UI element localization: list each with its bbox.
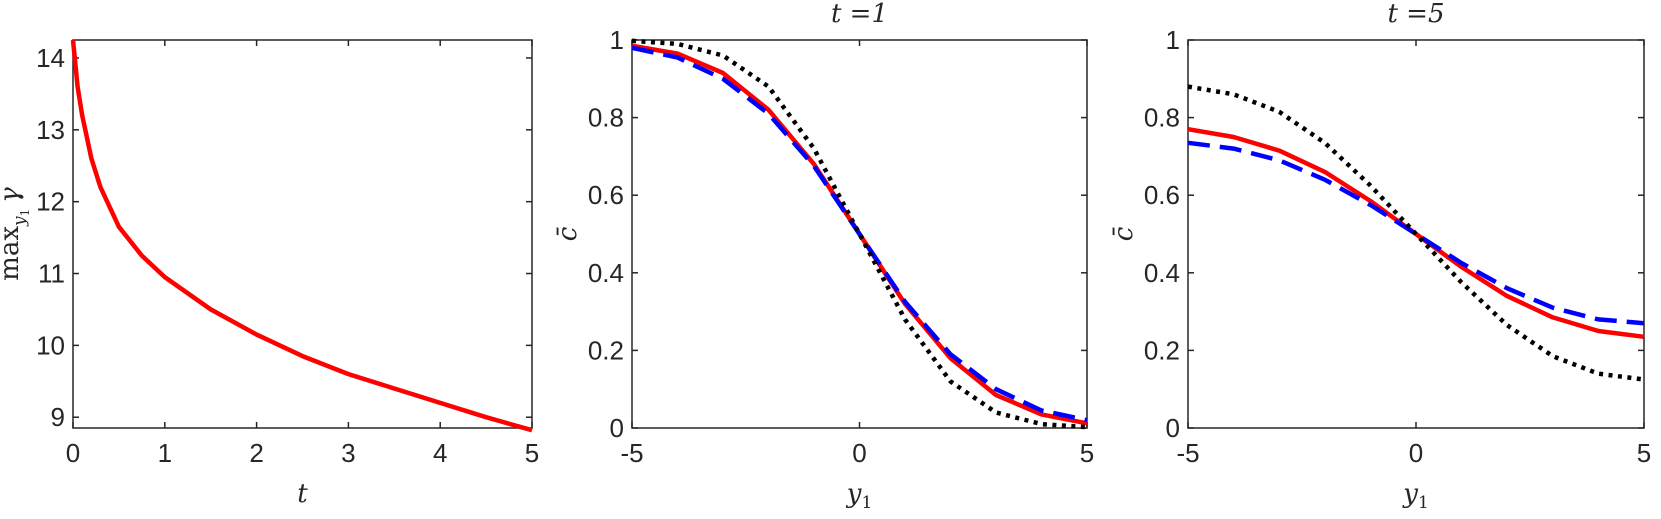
y-tick-label: 13: [36, 115, 65, 145]
chart-title: t =1: [831, 0, 888, 29]
series-line-dotted: [631, 38, 1088, 430]
y-tick-label: 11: [38, 259, 65, 289]
y-tick-label: 12: [36, 187, 65, 217]
series-line-dotted: [1187, 84, 1645, 382]
y-tick-label: 0: [1166, 413, 1180, 443]
series-line-dashed: [1187, 140, 1645, 326]
y-tick-label: 0.8: [588, 103, 624, 133]
x-tick-label: 0: [66, 438, 80, 468]
panel-max-gamma: 01234591011121314tmaxy1γ: [0, 39, 539, 509]
x-tick-label: -5: [1176, 438, 1199, 468]
axes-box: [72, 39, 533, 429]
x-tick-label: -5: [620, 438, 643, 468]
series-line-solid: [70, 39, 533, 433]
chart-title: t =5: [1387, 0, 1444, 29]
y-tick-label: 0.6: [588, 180, 624, 210]
y-axis-label: maxy1γ: [0, 187, 32, 281]
y-tick-label: 9: [51, 402, 65, 432]
y-tick-label: 10: [36, 330, 65, 360]
y-axis-label: c̄: [553, 226, 583, 241]
x-tick-label: 0: [1409, 438, 1423, 468]
series-line-dashed: [631, 45, 1088, 423]
x-tick-label: 0: [852, 438, 866, 468]
x-tick-label: 4: [433, 438, 447, 468]
x-tick-label: 2: [249, 438, 263, 468]
y-tick-label: 0.2: [1144, 335, 1180, 365]
x-axis-label: t: [297, 479, 308, 509]
y-tick-label: 14: [36, 43, 65, 73]
x-tick-label: 1: [158, 438, 172, 468]
y-tick-label: 0.6: [1144, 180, 1180, 210]
y-tick-label: 0.4: [1144, 258, 1180, 288]
y-tick-label: 1: [1166, 25, 1180, 55]
y-tick-label: 0.8: [1144, 103, 1180, 133]
x-tick-label: 5: [1080, 438, 1094, 468]
y-tick-label: 0.2: [588, 335, 624, 365]
y-tick-label: 0.4: [588, 258, 624, 288]
x-axis-label: y1: [1402, 479, 1429, 513]
y-axis-label: c̄: [1109, 226, 1139, 241]
y-tick-label: 1: [610, 25, 624, 55]
x-tick-label: 3: [341, 438, 355, 468]
x-tick-label: 5: [525, 438, 539, 468]
x-axis-label: y1: [846, 479, 873, 513]
y-tick-label: 0: [610, 413, 624, 443]
x-tick-label: 5: [1637, 438, 1651, 468]
